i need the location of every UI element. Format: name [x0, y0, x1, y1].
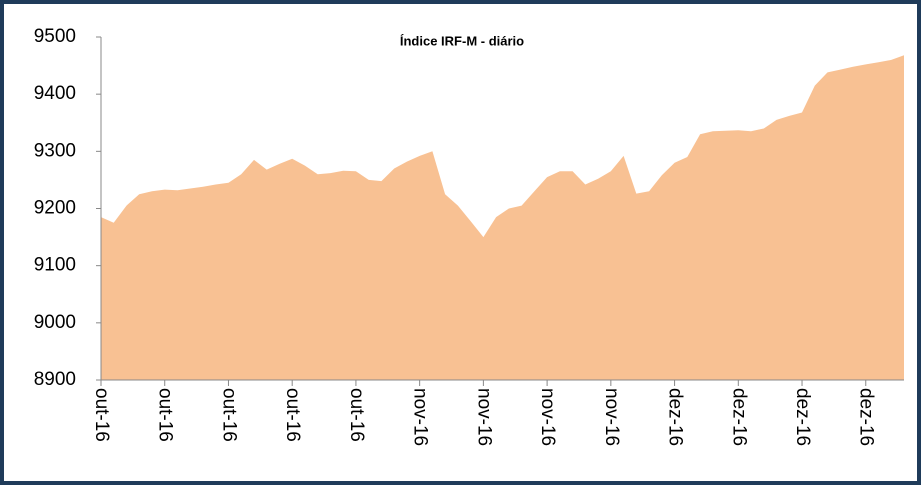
x-tick-label: nov-16 [410, 388, 431, 446]
x-tick-label: dez-16 [728, 388, 749, 446]
y-tick-label: 9300 [34, 140, 76, 161]
x-tick-label: out-16 [282, 388, 303, 442]
y-tick-label: 8900 [34, 369, 76, 390]
x-tick-label: out-16 [155, 388, 176, 442]
y-tick-label: 9200 [34, 198, 76, 219]
y-tick-label: 9100 [34, 255, 76, 276]
x-tick-label: nov-16 [601, 388, 622, 446]
y-tick-label: 9500 [34, 26, 76, 47]
x-tick-label: dez-16 [665, 388, 686, 446]
x-tick-label: dez-16 [792, 388, 813, 446]
y-tick-label: 9400 [34, 83, 76, 104]
area [101, 55, 904, 381]
x-tick-label: nov-16 [473, 388, 494, 446]
x-tick-label: out-16 [91, 388, 112, 442]
y-tick-label: 9000 [34, 312, 76, 333]
x-tick-label: nov-16 [537, 388, 558, 446]
x-tick-label: out-16 [346, 388, 367, 442]
chart-title: Índice IRF-M - diário [400, 33, 524, 48]
x-tick-label: out-16 [218, 388, 239, 442]
x-tick-label: dez-16 [856, 388, 877, 446]
